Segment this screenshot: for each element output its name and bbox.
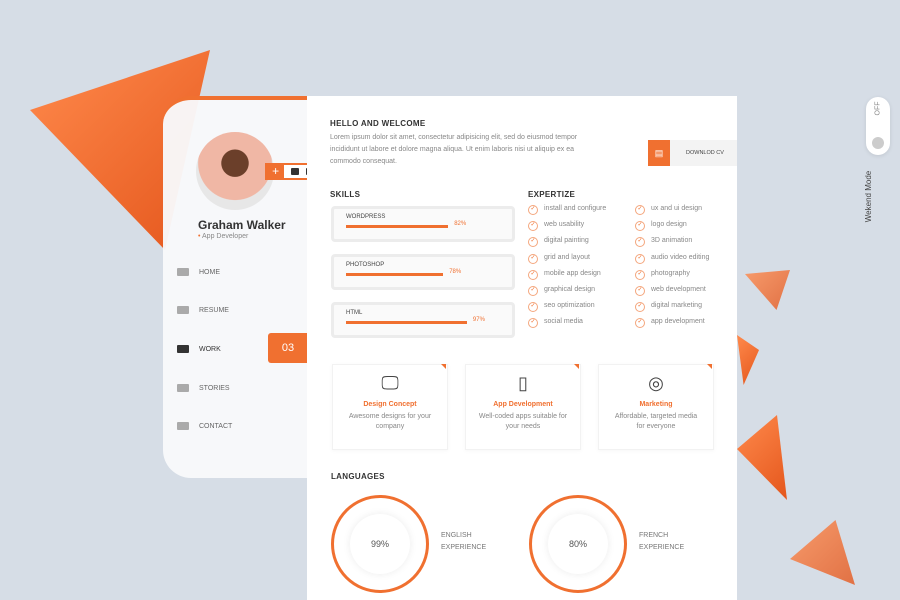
nav-label: RESUME (199, 306, 229, 314)
skill-bar (346, 225, 449, 228)
expertize-item: mobile app design (528, 270, 601, 280)
expertize-item: install and configure (528, 205, 606, 215)
lifebuoy-icon: ◎ (648, 373, 664, 393)
nav-resume[interactable]: RESUME (177, 306, 229, 314)
language-sub: EXPERIENCE (441, 544, 487, 551)
language-value: 99% (350, 514, 410, 574)
facebook-icon[interactable] (291, 168, 299, 175)
active-section-number: 03 (268, 333, 308, 363)
toggle-knob (872, 137, 884, 149)
service-desc: Affordable, targeted media for everyone (614, 413, 698, 430)
nav-label: HOME (199, 268, 220, 276)
service-title: Design Concept (363, 401, 417, 408)
languages-title: LANGUAGES (331, 472, 385, 481)
decorative-pyramid (737, 335, 759, 385)
language-sub: EXPERIENCE (639, 544, 685, 551)
language-label: ENGLISH EXPERIENCE (441, 530, 486, 554)
download-cv-button[interactable]: ▤ DOWNLOD CV (648, 140, 737, 166)
nav-label: STORIES (199, 384, 230, 392)
service-card: ▯ App Development Well-coded apps suitable… (465, 364, 581, 450)
skill-label: HTML (346, 310, 363, 316)
skill-percent: 78% (449, 269, 462, 275)
chat-icon (177, 384, 189, 392)
language-ring: 80% (529, 495, 627, 593)
service-title: App Development (493, 401, 553, 408)
expertize-item: social media (528, 318, 583, 328)
service-card: ◎ Marketing Affordable, targeted media for… (598, 364, 714, 450)
service-card: 🖵 Design Concept Awesome designs for your … (332, 364, 448, 450)
hello-text: Lorem ipsum dolor sit amet, consectetur … (330, 134, 578, 165)
language-value: 80% (548, 514, 608, 574)
nav-stories[interactable]: STORIES (177, 384, 230, 392)
document-icon: ▤ (648, 140, 670, 166)
language-label: FRENCH EXPERIENCE (639, 530, 684, 554)
expertize-item: app development (635, 318, 705, 328)
nav-home[interactable]: HOME (177, 268, 220, 276)
profile-name: Graham Walker (198, 218, 286, 232)
expertize-item: logo design (635, 221, 687, 231)
avatar (196, 132, 274, 210)
expertize-item: digital marketing (635, 302, 702, 312)
expertize-item: photography (635, 270, 690, 280)
nav-contact[interactable]: CONTACT (177, 422, 232, 430)
decorative-pyramid (745, 270, 790, 310)
briefcase-icon (177, 345, 189, 353)
decorative-pyramid (790, 520, 855, 585)
main-panel: HELLO AND WELCOME Lorem ipsum dolor sit … (307, 96, 737, 600)
skill-0: WORDPRESS 82% (331, 206, 515, 242)
service-desc: Awesome designs for your company (348, 413, 432, 430)
skill-percent: 82% (454, 221, 467, 227)
expertize-item: digital painting (528, 237, 589, 247)
skill-percent: 97% (472, 317, 485, 323)
toggle-state: OFF (874, 101, 882, 116)
decorative-pyramid (737, 415, 787, 500)
skills-title: SKILLS (330, 190, 361, 199)
weekend-mode-toggle[interactable]: OFF (866, 97, 890, 155)
skill-bar (346, 321, 467, 324)
language-name: ENGLISH (441, 532, 472, 539)
expertize-item: graphical design (528, 286, 595, 296)
hello-title: HELLO AND WELCOME (330, 119, 426, 128)
expertize-item: seo optimization (528, 302, 595, 312)
expertize-item: ux and ui design (635, 205, 702, 215)
language-name: FRENCH (639, 532, 669, 539)
service-desc: Well-coded apps suitable for your needs (478, 413, 568, 430)
skill-1: PHOTOSHOP 78% (331, 254, 515, 290)
home-icon (177, 268, 189, 276)
skill-label: WORDPRESS (346, 214, 386, 220)
skill-label: PHOTOSHOP (346, 262, 385, 268)
smartphone-icon: ▯ (518, 373, 528, 393)
id-card-icon (177, 306, 189, 314)
nav-label: CONTACT (199, 422, 233, 430)
expertize-item: 3D animation (635, 237, 692, 247)
service-title: Marketing (639, 401, 673, 408)
expertize-item: audio video editing (635, 254, 709, 264)
nav-work[interactable]: WORK (177, 345, 221, 353)
monitor-icon: 🖵 (381, 373, 399, 393)
weekend-mode-label: Wekend Mode (864, 170, 874, 223)
sidebar: + Graham Walker App Developer HOME RESUM… (163, 96, 345, 478)
nav-label: WORK (199, 345, 221, 353)
download-label: DOWNLOD CV (686, 150, 724, 156)
plus-button[interactable]: + (267, 165, 285, 178)
expertize-item: grid and layout (528, 254, 590, 264)
skill-2: HTML 97% (331, 302, 515, 338)
expertize-item: web usability (528, 221, 584, 231)
skill-bar (346, 273, 444, 276)
expertize-item: web development (635, 286, 706, 296)
expertize-title: EXPERTIZE (528, 190, 576, 199)
profile-role: App Developer (198, 233, 248, 240)
language-ring: 99% (331, 495, 429, 593)
keyboard-icon (177, 422, 189, 430)
